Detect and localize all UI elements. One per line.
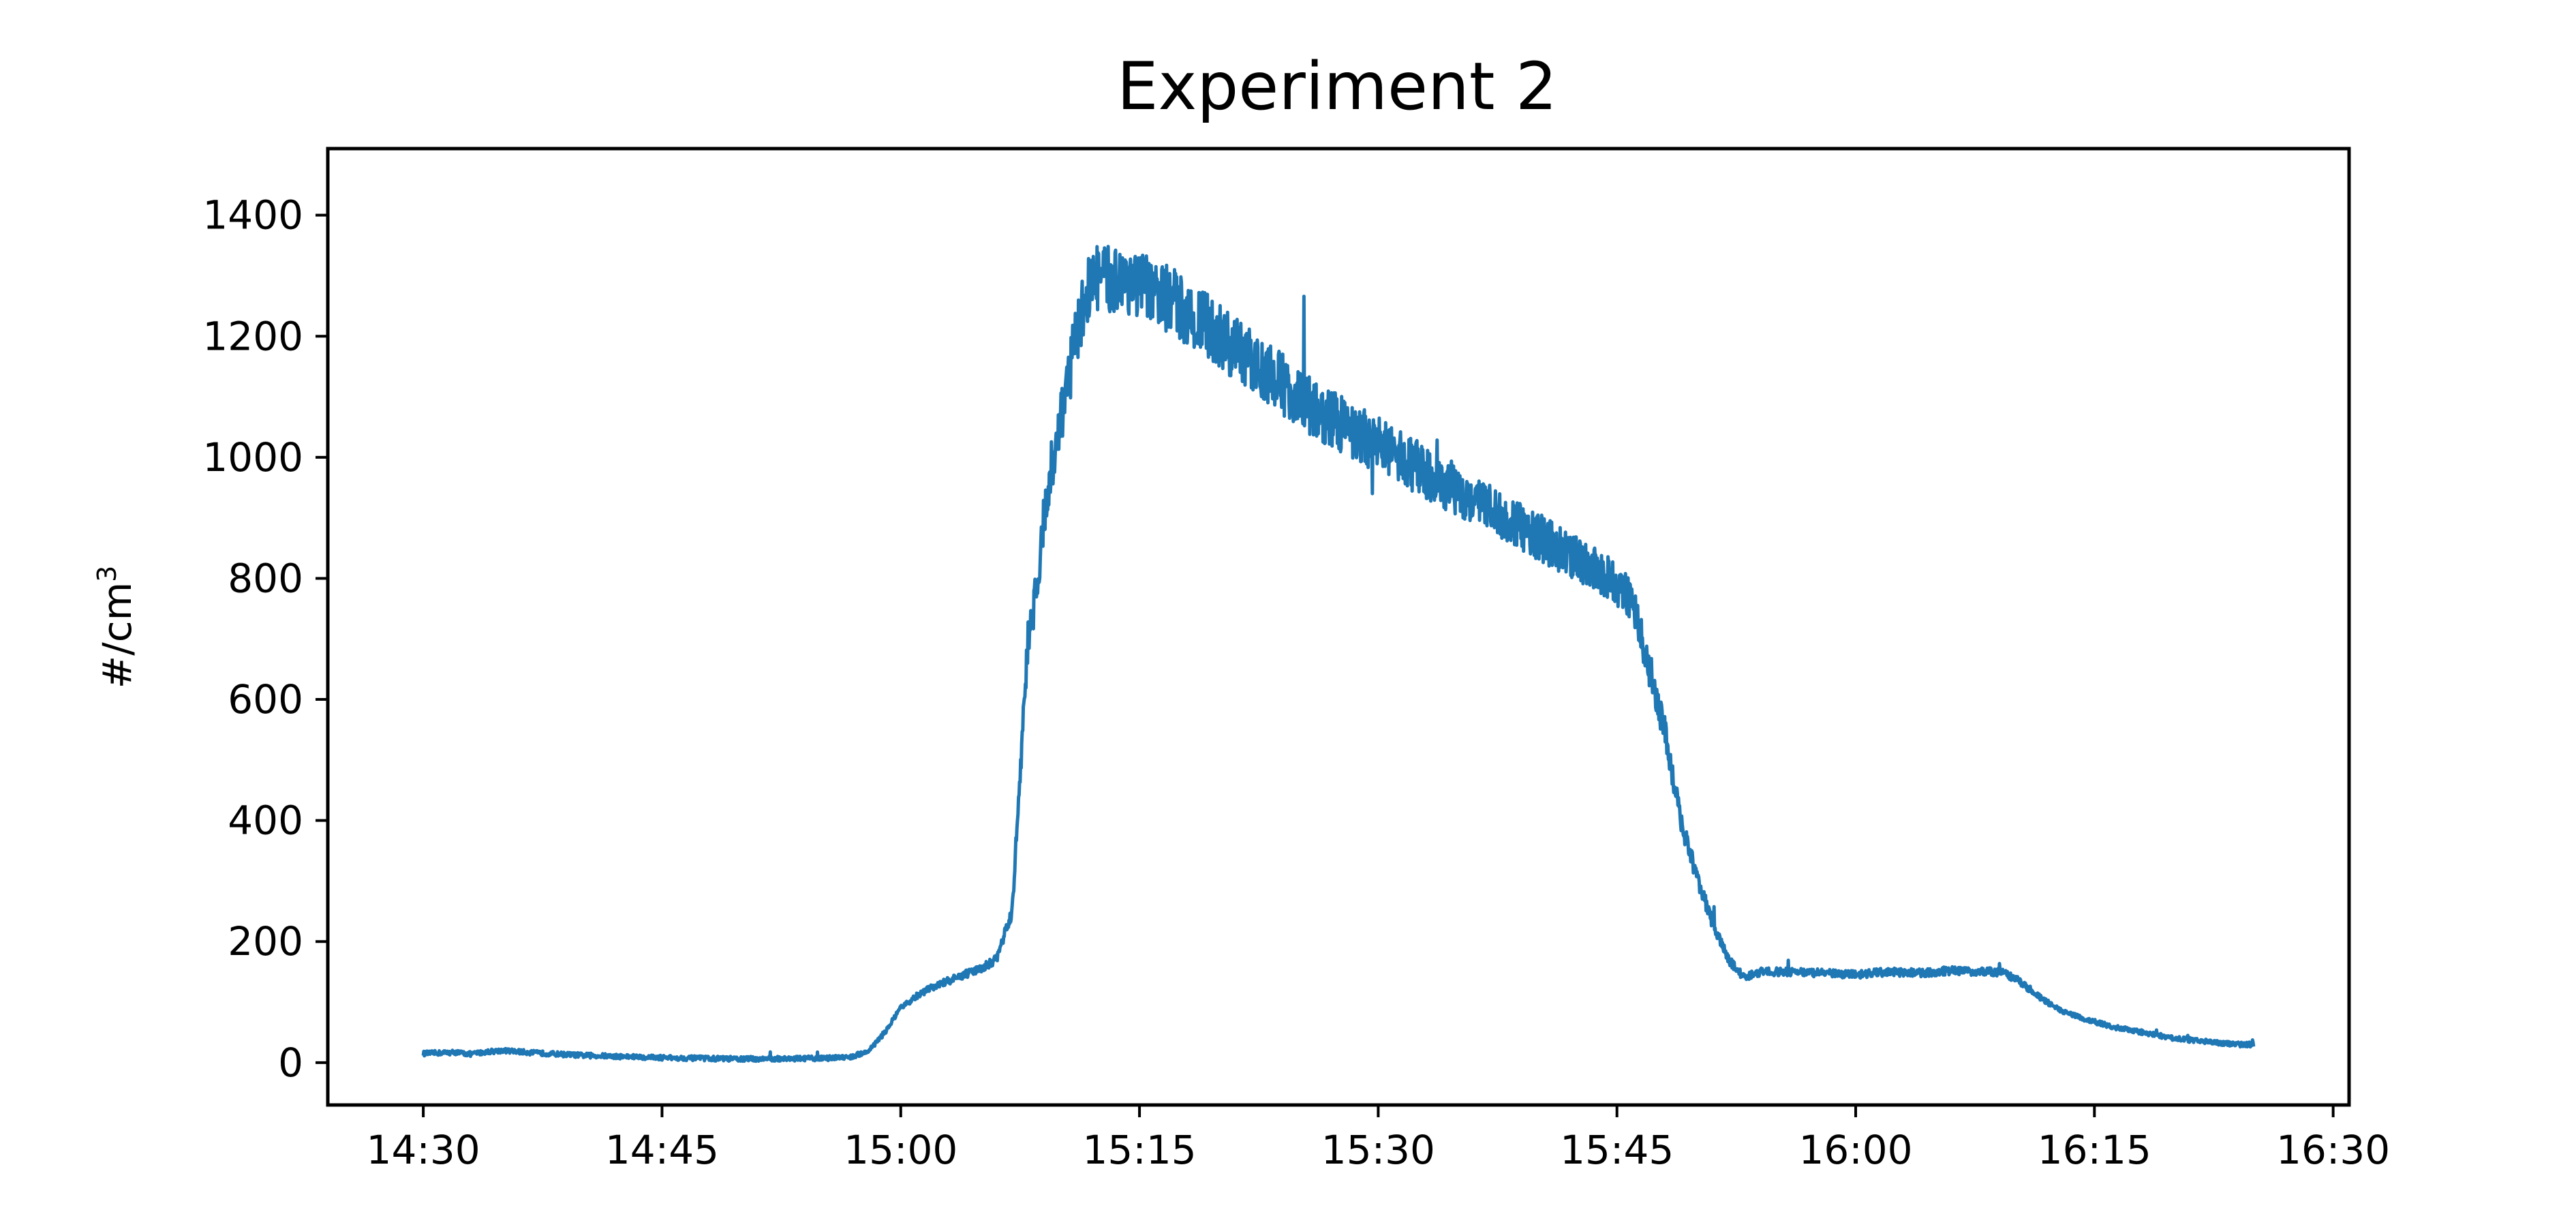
y-tick-label: 400 <box>228 798 303 844</box>
series-line-0 <box>421 245 2256 1063</box>
plot-frame <box>326 147 2351 1107</box>
x-tick-label: 14:30 <box>367 1127 480 1173</box>
y-axis-label: #/cm3 <box>92 566 140 689</box>
x-tick-label: 15:15 <box>1082 1127 1196 1173</box>
y-tick-label: 600 <box>228 676 303 723</box>
y-axis-label-text: #/cm3 <box>92 566 140 689</box>
chart-title: Experiment 2 <box>1117 48 1557 125</box>
y-axis-label-main: #/cm <box>94 582 140 689</box>
y-tick-label: 1400 <box>202 192 303 239</box>
x-tick-label: 15:45 <box>1560 1127 1674 1173</box>
x-tick-label: 15:00 <box>844 1127 957 1173</box>
x-tick-label: 15:30 <box>1321 1127 1435 1173</box>
x-tick-label: 14:45 <box>605 1127 719 1173</box>
plot-area <box>421 245 2256 1063</box>
y-tick-label: 200 <box>228 918 303 965</box>
x-tick-label: 16:30 <box>2276 1127 2390 1173</box>
y-tick-label: 1200 <box>202 313 303 359</box>
y-tick-label: 0 <box>278 1040 303 1086</box>
axis-ticks: 14:30 14:45 15:00 15:15 15:30 15:45 16:00 16:15… <box>202 192 2390 1173</box>
x-tick-label: 16:15 <box>2038 1127 2151 1173</box>
y-axis-label-superscript: 3 <box>92 566 122 582</box>
x-tick-label: 16:00 <box>1798 1127 1912 1173</box>
y-tick-label: 800 <box>228 555 303 601</box>
y-tick-label: 1000 <box>202 434 303 481</box>
